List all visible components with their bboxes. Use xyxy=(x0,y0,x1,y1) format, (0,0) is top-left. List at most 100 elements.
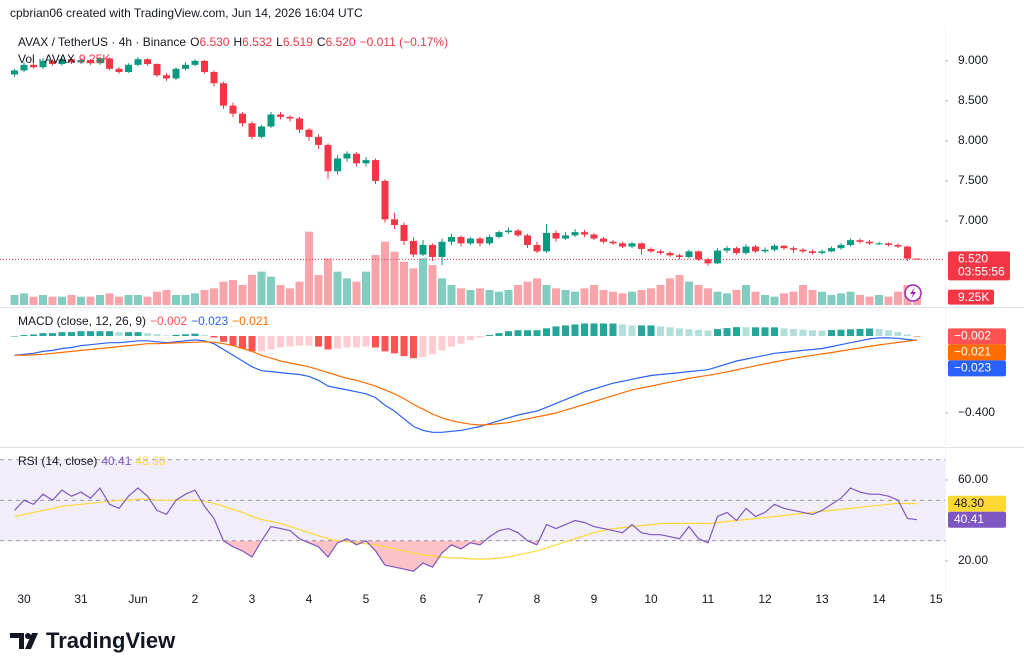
value-box-label: 48.30 xyxy=(954,496,984,510)
macd-histogram-bar xyxy=(752,327,759,336)
volume-bar xyxy=(523,281,532,305)
alert-icon-bolt xyxy=(910,287,916,299)
macd-histogram-bar xyxy=(590,323,598,336)
volume-bar xyxy=(409,268,418,305)
volume-bar xyxy=(837,293,845,305)
logo-icon xyxy=(10,633,38,649)
volume-bar xyxy=(181,295,190,305)
volume-bar xyxy=(191,293,199,305)
candle-body xyxy=(685,251,693,257)
candle-body xyxy=(30,64,37,68)
volume-bar xyxy=(742,285,750,305)
candle-body xyxy=(894,244,902,247)
price-legend: AVAX / TetherUS · 4h · Binance O6.530 H6.5… xyxy=(18,35,452,49)
volume-bar xyxy=(428,265,437,305)
y-tick-label: 9.000 xyxy=(958,53,988,67)
volume-bar xyxy=(162,290,171,305)
macd-histogram-bar xyxy=(609,323,617,336)
x-tick-label: 6 xyxy=(420,592,427,606)
ohlc-key: O xyxy=(190,35,200,49)
volume-bar xyxy=(305,231,313,305)
volume-bar xyxy=(476,288,484,305)
volume-bar xyxy=(324,258,332,305)
volume-bar xyxy=(656,285,665,305)
candle-body xyxy=(695,251,702,260)
candle-body xyxy=(20,64,28,71)
volume-bar xyxy=(571,291,579,305)
volume-bar xyxy=(884,296,893,305)
macd-histogram-bar xyxy=(115,332,123,336)
macd-histogram-bar xyxy=(638,325,645,336)
value-box-label: 40.41 xyxy=(954,512,984,526)
macd-histogram-bar xyxy=(248,335,256,352)
candle-body xyxy=(381,180,389,220)
volume-bar xyxy=(400,261,408,305)
macd-histogram-bar xyxy=(153,334,161,336)
volume-bar xyxy=(314,275,323,305)
y-tick-label: 20.00 xyxy=(958,553,988,567)
macd-histogram-bar xyxy=(210,335,218,338)
candle-body xyxy=(790,248,797,250)
macd-histogram-bar xyxy=(657,326,664,336)
volume-bar xyxy=(732,290,741,305)
rsi-value: 48.30 xyxy=(135,454,166,468)
candle-body xyxy=(828,248,835,252)
y-tick-label: 8.000 xyxy=(958,133,988,147)
macd-histogram-bar xyxy=(334,335,341,349)
candle-body xyxy=(913,258,921,260)
volume-bar xyxy=(58,296,66,305)
candle-body xyxy=(438,241,446,257)
macd-histogram-bar xyxy=(144,333,151,336)
volume-bar xyxy=(637,290,646,305)
value-box xyxy=(948,495,1006,512)
volume-bar xyxy=(229,280,237,305)
volume-bar xyxy=(29,296,38,305)
volume-bar xyxy=(286,288,294,305)
macd-histogram-bar xyxy=(106,331,113,336)
candle-body xyxy=(476,238,484,244)
candle-body xyxy=(771,245,778,250)
volume-bar xyxy=(343,278,351,305)
volume-bar xyxy=(438,278,446,305)
volume-bar xyxy=(713,291,722,305)
candle-body xyxy=(58,59,66,65)
candle-body xyxy=(581,232,588,235)
macd-value: −0.023 xyxy=(191,314,229,328)
macd-histogram-bar xyxy=(742,327,750,336)
volume-bar xyxy=(894,291,902,305)
macd-histogram-bar xyxy=(419,335,427,358)
symbol-title: AVAX / TetherUS · 4h · Binance xyxy=(18,35,187,49)
volume-bar xyxy=(827,295,836,305)
candle-body xyxy=(505,230,512,233)
volume-bar xyxy=(200,290,209,305)
rsi-line xyxy=(14,498,918,560)
candle-body xyxy=(457,236,465,244)
macd-histogram-bar xyxy=(847,329,854,336)
candle-body xyxy=(324,144,332,172)
macd-histogram-bar xyxy=(486,335,493,336)
macd-histogram-bar xyxy=(20,335,28,336)
logo: TradingView xyxy=(46,628,176,653)
candle-body xyxy=(562,235,569,239)
macd-histogram-bar xyxy=(771,327,778,336)
macd-histogram-bar xyxy=(201,335,208,336)
volume-bar xyxy=(542,285,551,305)
macd-histogram-bar xyxy=(885,330,892,336)
macd-histogram-bar xyxy=(790,329,797,336)
volume-bar xyxy=(751,291,760,305)
macd-histogram-bar xyxy=(58,332,66,336)
volume-bar xyxy=(390,251,399,305)
volume-bar xyxy=(789,291,798,305)
candle-body xyxy=(467,238,474,244)
candle-body xyxy=(68,59,75,63)
volume-bar xyxy=(219,281,228,305)
macd-histogram-bar xyxy=(400,335,408,357)
volume-bar xyxy=(599,290,608,305)
volume-bar xyxy=(694,285,703,305)
y-tick-label: 7.500 xyxy=(958,173,988,187)
candle-body xyxy=(210,72,218,84)
volume-bar xyxy=(590,285,598,305)
candle-body xyxy=(11,70,18,75)
macd-histogram-bar xyxy=(172,334,180,336)
